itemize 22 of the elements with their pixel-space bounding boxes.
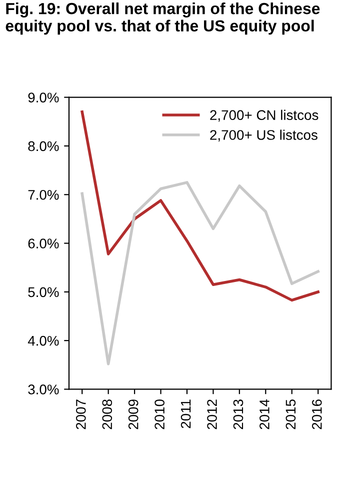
line-series xyxy=(80,110,320,302)
line-series xyxy=(80,181,320,366)
x-tick-label: 2011 xyxy=(180,400,191,428)
x-tick-label: 2008 xyxy=(102,400,112,430)
x-tick-label: 2009 xyxy=(128,400,138,430)
chart-title: Fig. 19: Overall net margin of the Chinese equity pool vs. that of the US equity pool xyxy=(6,2,320,35)
x-tick-label: 2007 xyxy=(76,400,86,430)
y-tick-label: 4.0% xyxy=(28,336,59,346)
x-tick-label: 2013 xyxy=(233,400,244,430)
legend-label: 2,700+ US listcos xyxy=(210,130,318,142)
y-tick-label: 9.0% xyxy=(28,92,59,102)
y-tick-label: 8.0% xyxy=(28,141,59,152)
x-tick-label: 2012 xyxy=(207,400,217,430)
x-tick-label: 2014 xyxy=(260,399,270,430)
y-tick-label: 3.0% xyxy=(28,384,59,394)
y-tick-label: 7.0% xyxy=(28,190,59,200)
x-tick-label: 2016 xyxy=(312,400,322,430)
legend-label: 2,700+ CN listcos xyxy=(210,110,318,122)
y-tick-label: 5.0% xyxy=(28,287,59,298)
x-tick-label: 2015 xyxy=(286,400,296,430)
x-tick-label: 2010 xyxy=(154,399,164,430)
y-tick-label: 6.0% xyxy=(28,238,59,248)
